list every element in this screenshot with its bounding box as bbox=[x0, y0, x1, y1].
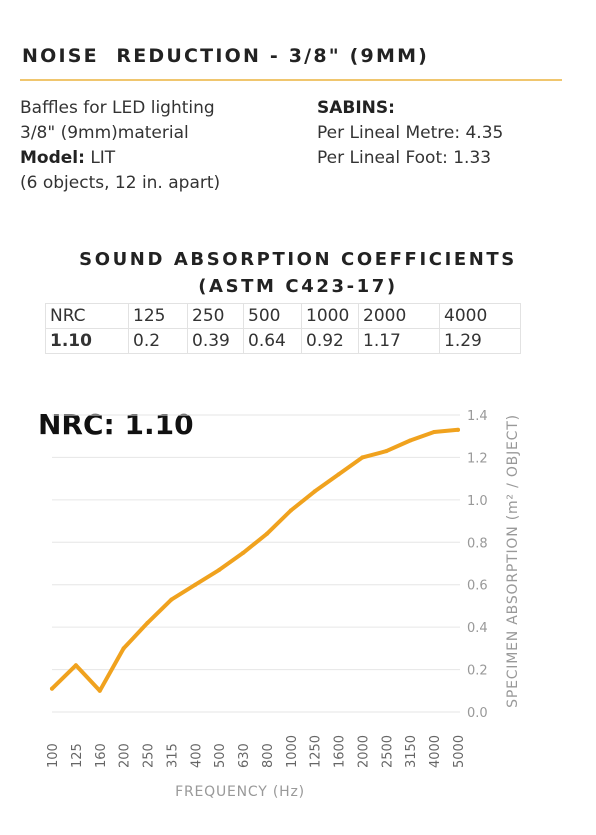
nrc-callout: NRC: 1.10 bbox=[38, 408, 194, 441]
page-title: NOISE REDUCTION - 3/8" (9MM) bbox=[22, 45, 430, 67]
x-tick-label: 1000 bbox=[285, 735, 300, 768]
sabins-per-foot: Per Lineal Foot: 1.33 bbox=[317, 148, 492, 168]
x-axis-label: FREQUENCY (Hz) bbox=[175, 784, 305, 800]
x-tick-label: 2500 bbox=[380, 735, 395, 768]
product-info: Baffles for LED lighting 3/8" (9mm)mater… bbox=[20, 96, 220, 196]
sabins-label: SABINS: bbox=[317, 98, 395, 118]
x-tick-label: 160 bbox=[94, 743, 109, 768]
coefficients-standard: (ASTM C423-17) bbox=[198, 276, 398, 297]
data-point bbox=[97, 688, 102, 693]
x-tick-label: 2000 bbox=[356, 735, 371, 768]
x-tick-label: 125 bbox=[70, 743, 85, 768]
coefficients-title: SOUND ABSORPTION COEFFICIENTS bbox=[79, 249, 517, 270]
x-tick-label: 1250 bbox=[309, 735, 324, 768]
sabins-per-metre: Per Lineal Metre: 4.35 bbox=[317, 123, 504, 143]
data-point bbox=[73, 663, 78, 668]
y-tick-label: 0.0 bbox=[467, 706, 488, 721]
y-tick-label: 0.2 bbox=[467, 664, 488, 679]
x-tick-label: 315 bbox=[165, 743, 180, 768]
value-cell: 0.64 bbox=[243, 328, 302, 354]
x-tick-label: 250 bbox=[142, 743, 157, 768]
value-cell: 1.10 bbox=[45, 328, 129, 354]
coefficients-table: NRC 125 250 500 1000 2000 4000 1.10 0.2 … bbox=[45, 303, 521, 354]
x-tick-label: 3150 bbox=[404, 735, 419, 768]
data-point bbox=[288, 508, 293, 513]
y-tick-label: 0.6 bbox=[467, 579, 488, 594]
x-tick-label: 4000 bbox=[428, 735, 443, 768]
x-tick-label: 100 bbox=[46, 743, 61, 768]
sabins-info: SABINS: Per Lineal Metre: 4.35 Per Linea… bbox=[317, 96, 503, 171]
data-point bbox=[145, 620, 150, 625]
data-point bbox=[432, 429, 437, 434]
data-point bbox=[360, 455, 365, 460]
product-model: Model: LIT bbox=[20, 146, 220, 171]
data-point bbox=[193, 582, 198, 587]
header-cell: 1000 bbox=[301, 303, 359, 329]
x-tick-label: 5000 bbox=[452, 735, 467, 768]
y-tick-label: 0.8 bbox=[467, 536, 488, 551]
data-point bbox=[50, 686, 54, 691]
data-point bbox=[241, 550, 246, 555]
header-cell: 250 bbox=[187, 303, 244, 329]
data-point bbox=[169, 597, 174, 602]
value-cell: 0.92 bbox=[301, 328, 359, 354]
x-tick-label: 400 bbox=[189, 743, 204, 768]
data-point bbox=[121, 646, 126, 651]
x-tick-label: 500 bbox=[213, 743, 228, 768]
x-tick-label: 800 bbox=[261, 743, 276, 768]
model-label: Model: bbox=[20, 148, 85, 168]
data-point bbox=[264, 531, 269, 536]
coefficients-value-row: 1.10 0.2 0.39 0.64 0.92 1.17 1.29 bbox=[45, 328, 521, 354]
data-point bbox=[336, 472, 341, 477]
value-cell: 0.39 bbox=[187, 328, 244, 354]
header-cell: 2000 bbox=[358, 303, 440, 329]
product-material: 3/8" (9mm)material bbox=[20, 123, 189, 143]
product-description: Baffles for LED lighting bbox=[20, 98, 215, 118]
y-axis-label: SPECIMEN ABSORPTION (m² / OBJECT) bbox=[505, 414, 521, 708]
x-tick-label: 200 bbox=[118, 743, 133, 768]
y-tick-label: 1.2 bbox=[467, 451, 488, 466]
series-line bbox=[50, 427, 460, 693]
value-cell: 1.17 bbox=[358, 328, 440, 354]
title-divider bbox=[20, 79, 562, 81]
coefficients-header-row: NRC 125 250 500 1000 2000 4000 bbox=[45, 303, 521, 329]
data-point bbox=[217, 567, 222, 572]
data-point bbox=[384, 449, 389, 454]
model-value: LIT bbox=[84, 148, 116, 168]
product-spacing: (6 objects, 12 in. apart) bbox=[20, 173, 221, 193]
header-cell: 4000 bbox=[439, 303, 521, 329]
data-point bbox=[456, 427, 460, 432]
value-cell: 1.29 bbox=[439, 328, 521, 354]
y-tick-label: 0.4 bbox=[467, 621, 488, 636]
x-tick-label: 1600 bbox=[333, 735, 348, 768]
x-tick-label: 630 bbox=[237, 743, 252, 768]
data-point bbox=[312, 489, 317, 494]
data-point bbox=[408, 438, 413, 443]
header-cell: 500 bbox=[243, 303, 302, 329]
y-tick-label: 1.4 bbox=[467, 409, 488, 424]
y-tick-label: 1.0 bbox=[467, 494, 488, 509]
